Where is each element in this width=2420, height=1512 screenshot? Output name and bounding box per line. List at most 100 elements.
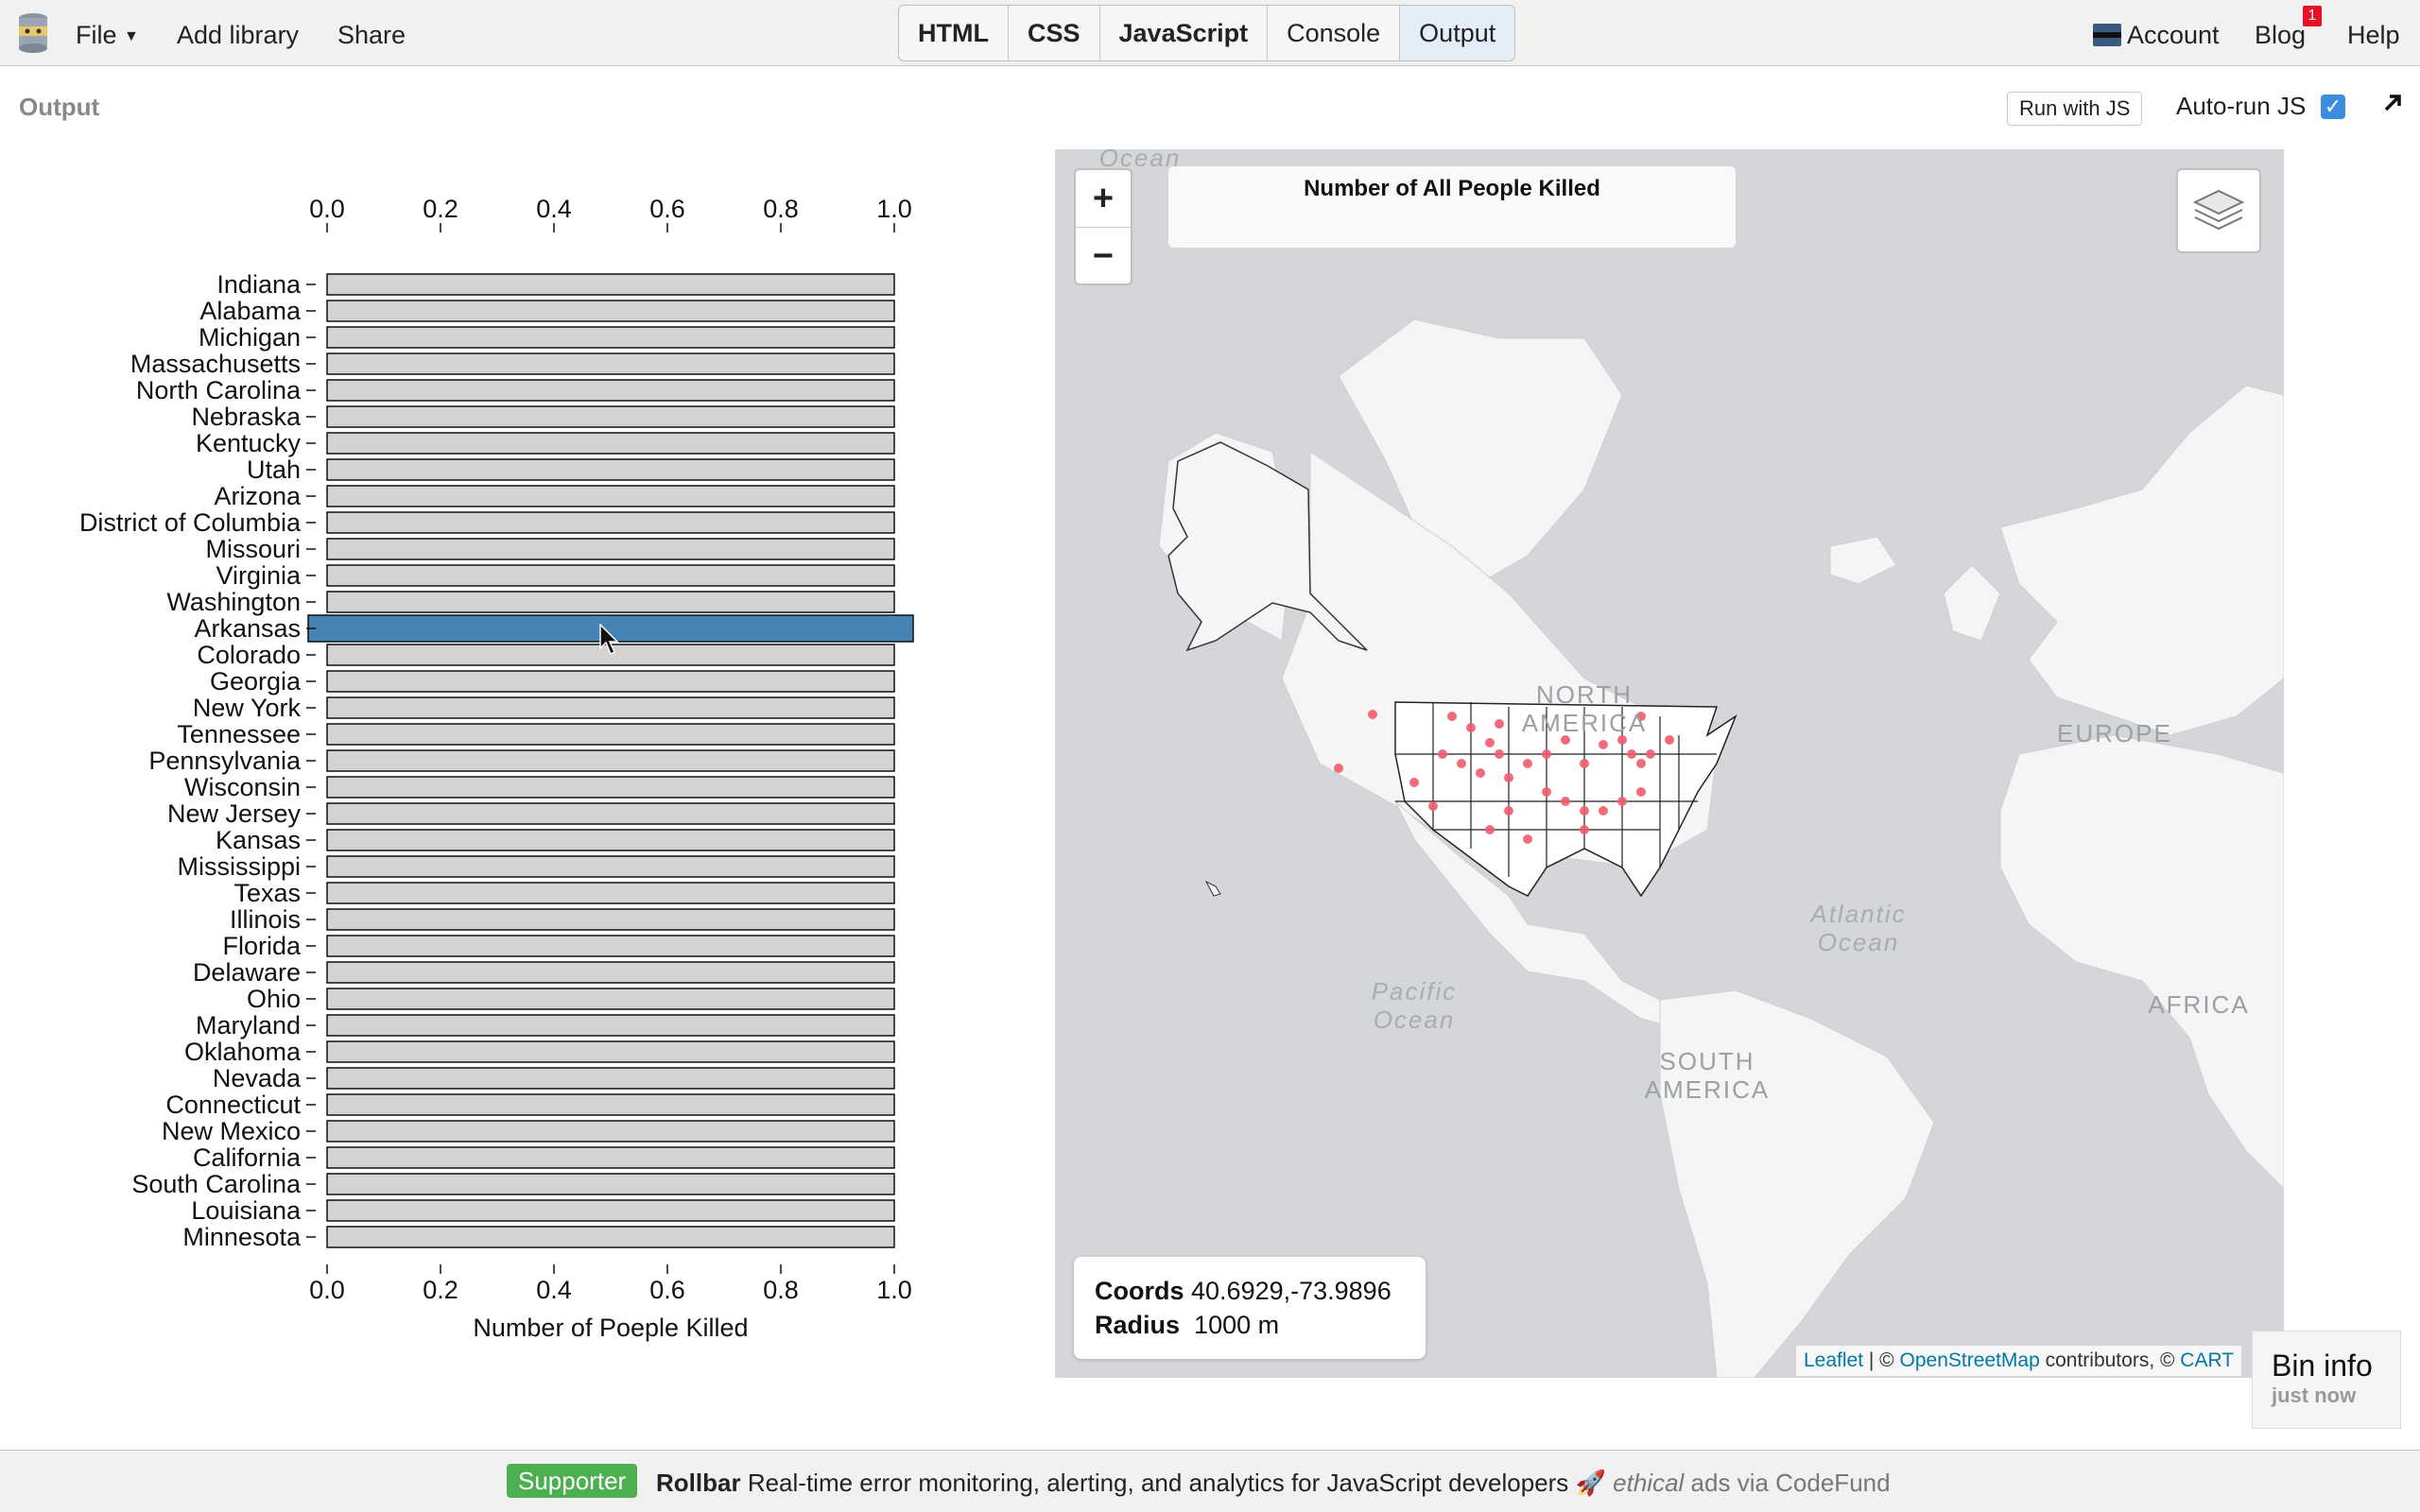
y-tick-label: Pennsylvania: [148, 747, 302, 775]
bar: [326, 1093, 895, 1116]
incident-dot[interactable]: [1523, 834, 1532, 844]
coords-label: Coords: [1095, 1277, 1184, 1305]
bar: [326, 1226, 895, 1248]
incident-dot[interactable]: [1334, 764, 1343, 773]
tab-css[interactable]: CSS: [1009, 6, 1100, 60]
x-tick-label-bottom: 0.2: [423, 1276, 458, 1304]
bar-chart: 0.0 0.0 0.2 0.2 0.4 0.4 0.6 0.6 0.8 0.8 1.0 1.0 Indi…: [79, 195, 914, 1342]
tab-console[interactable]: Console: [1268, 6, 1401, 60]
map-attribution: Leaflet | © OpenStreetMap contributors, …: [1796, 1346, 2242, 1376]
bar: [326, 405, 895, 428]
incident-dot[interactable]: [1636, 712, 1646, 721]
bar: [326, 802, 895, 825]
ad-text[interactable]: Rollbar Real-time error monitoring, aler…: [656, 1469, 1891, 1498]
y-tick-label: Texas: [233, 879, 301, 907]
bar: [326, 432, 895, 455]
tab-html[interactable]: HTML: [899, 6, 1009, 60]
radius-value: 1000 m: [1194, 1311, 1280, 1339]
incident-dot[interactable]: [1561, 797, 1570, 806]
incident-dot[interactable]: [1636, 787, 1646, 797]
bar: [326, 882, 895, 904]
tab-javascript[interactable]: JavaScript: [1100, 6, 1269, 60]
incident-dot[interactable]: [1599, 740, 1608, 749]
bar: [326, 829, 895, 851]
bin-info-subtitle: just now: [2272, 1383, 2357, 1407]
bar: [326, 511, 895, 534]
y-tick-label: Arizona: [214, 482, 302, 510]
jsbin-logo-icon[interactable]: [16, 11, 50, 55]
layers-button[interactable]: [2176, 168, 2261, 253]
incident-dot[interactable]: [1368, 710, 1377, 719]
share-menu[interactable]: Share: [337, 21, 406, 49]
run-with-js-button[interactable]: Run with JS: [2007, 92, 2143, 126]
zoom-in-button[interactable]: +: [1076, 170, 1131, 228]
incident-dot[interactable]: [1580, 806, 1589, 816]
y-tick-label: Georgia: [210, 667, 302, 696]
map-label-south-america: SOUTH AMERICA: [1613, 1047, 1802, 1104]
y-tick-label: District of Columbia: [79, 508, 302, 537]
incident-dot[interactable]: [1476, 768, 1485, 778]
y-tick-label: Ohio: [247, 985, 301, 1013]
carto-link[interactable]: CART: [2180, 1349, 2235, 1371]
incident-dot[interactable]: [1504, 806, 1513, 816]
autorun-checkbox[interactable]: ✓: [2321, 94, 2345, 119]
blog-notification-badge: 1: [2303, 6, 2322, 26]
map[interactable]: Ocean NORTH AMERICA EUROPE AFRICA SOUTH …: [1055, 149, 2284, 1378]
incident-dot[interactable]: [1428, 801, 1438, 811]
bar: [326, 855, 895, 878]
incident-dot[interactable]: [1447, 712, 1457, 721]
incident-dot[interactable]: [1580, 759, 1589, 768]
incident-dot[interactable]: [1504, 773, 1513, 782]
incident-dot[interactable]: [1466, 723, 1476, 732]
incident-dot[interactable]: [1561, 735, 1570, 745]
y-tick-label: Louisiana: [191, 1196, 302, 1225]
footer-ad-bar: Supporter Rollbar Real-time error monito…: [0, 1450, 2420, 1512]
incident-dot[interactable]: [1646, 749, 1655, 759]
bar: [326, 352, 895, 375]
incident-dot[interactable]: [1580, 825, 1589, 834]
account-menu[interactable]: Account: [2127, 21, 2220, 49]
incident-dot[interactable]: [1457, 759, 1466, 768]
incident-dot[interactable]: [1617, 797, 1627, 806]
y-tick-label: Florida: [222, 932, 302, 960]
top-toolbar: File ▼ Add library Share HTML CSS JavaSc…: [0, 0, 2420, 66]
incident-dot[interactable]: [1495, 749, 1504, 759]
incident-dot[interactable]: [1438, 749, 1447, 759]
incident-dot[interactable]: [1523, 759, 1532, 768]
y-tick-label: Wisconsin: [184, 773, 301, 801]
ad-ethical: ethical: [1613, 1469, 1685, 1497]
incident-dot[interactable]: [1617, 735, 1627, 745]
y-tick-label: Oklahoma: [184, 1038, 302, 1066]
map-label-atlantic: Atlantic Ocean: [1783, 900, 1934, 956]
incident-dot[interactable]: [1627, 749, 1636, 759]
incident-dot[interactable]: [1409, 778, 1419, 787]
blog-menu[interactable]: Blog: [2255, 21, 2307, 49]
add-library-menu[interactable]: Add library: [177, 21, 300, 49]
popout-arrow-icon[interactable]: [2380, 91, 2405, 115]
account-icon: [2093, 24, 2121, 46]
y-tick-label: New Jersey: [167, 799, 302, 828]
ad-via: ads via CodeFund: [1690, 1469, 1891, 1497]
x-tick-label-top: 0.8: [763, 195, 799, 223]
incident-dot[interactable]: [1542, 787, 1551, 797]
incident-dot[interactable]: [1636, 759, 1646, 768]
incident-dot[interactable]: [1485, 738, 1495, 747]
map-label-south: SOUTH: [1659, 1047, 1755, 1075]
help-menu[interactable]: Help: [2347, 21, 2400, 49]
bar: [326, 670, 895, 693]
zoom-out-button[interactable]: −: [1092, 236, 1115, 276]
bin-info-panel[interactable]: Bin info just now: [2252, 1331, 2401, 1429]
tab-output[interactable]: Output: [1400, 6, 1515, 60]
x-tick-label-top: 1.0: [876, 195, 912, 223]
y-tick-label: Mississippi: [177, 852, 301, 881]
osm-link[interactable]: OpenStreetMap: [1899, 1349, 2040, 1371]
supporter-badge[interactable]: Supporter: [507, 1464, 638, 1498]
incident-dot[interactable]: [1599, 806, 1608, 816]
incident-dot[interactable]: [1495, 719, 1504, 729]
incident-dot[interactable]: [1665, 735, 1674, 745]
x-tick-label-bottom: 0.6: [649, 1276, 685, 1304]
incident-dot[interactable]: [1542, 749, 1551, 759]
incident-dot[interactable]: [1485, 825, 1495, 834]
file-menu[interactable]: File ▼: [76, 21, 139, 50]
leaflet-link[interactable]: Leaflet: [1804, 1349, 1864, 1371]
